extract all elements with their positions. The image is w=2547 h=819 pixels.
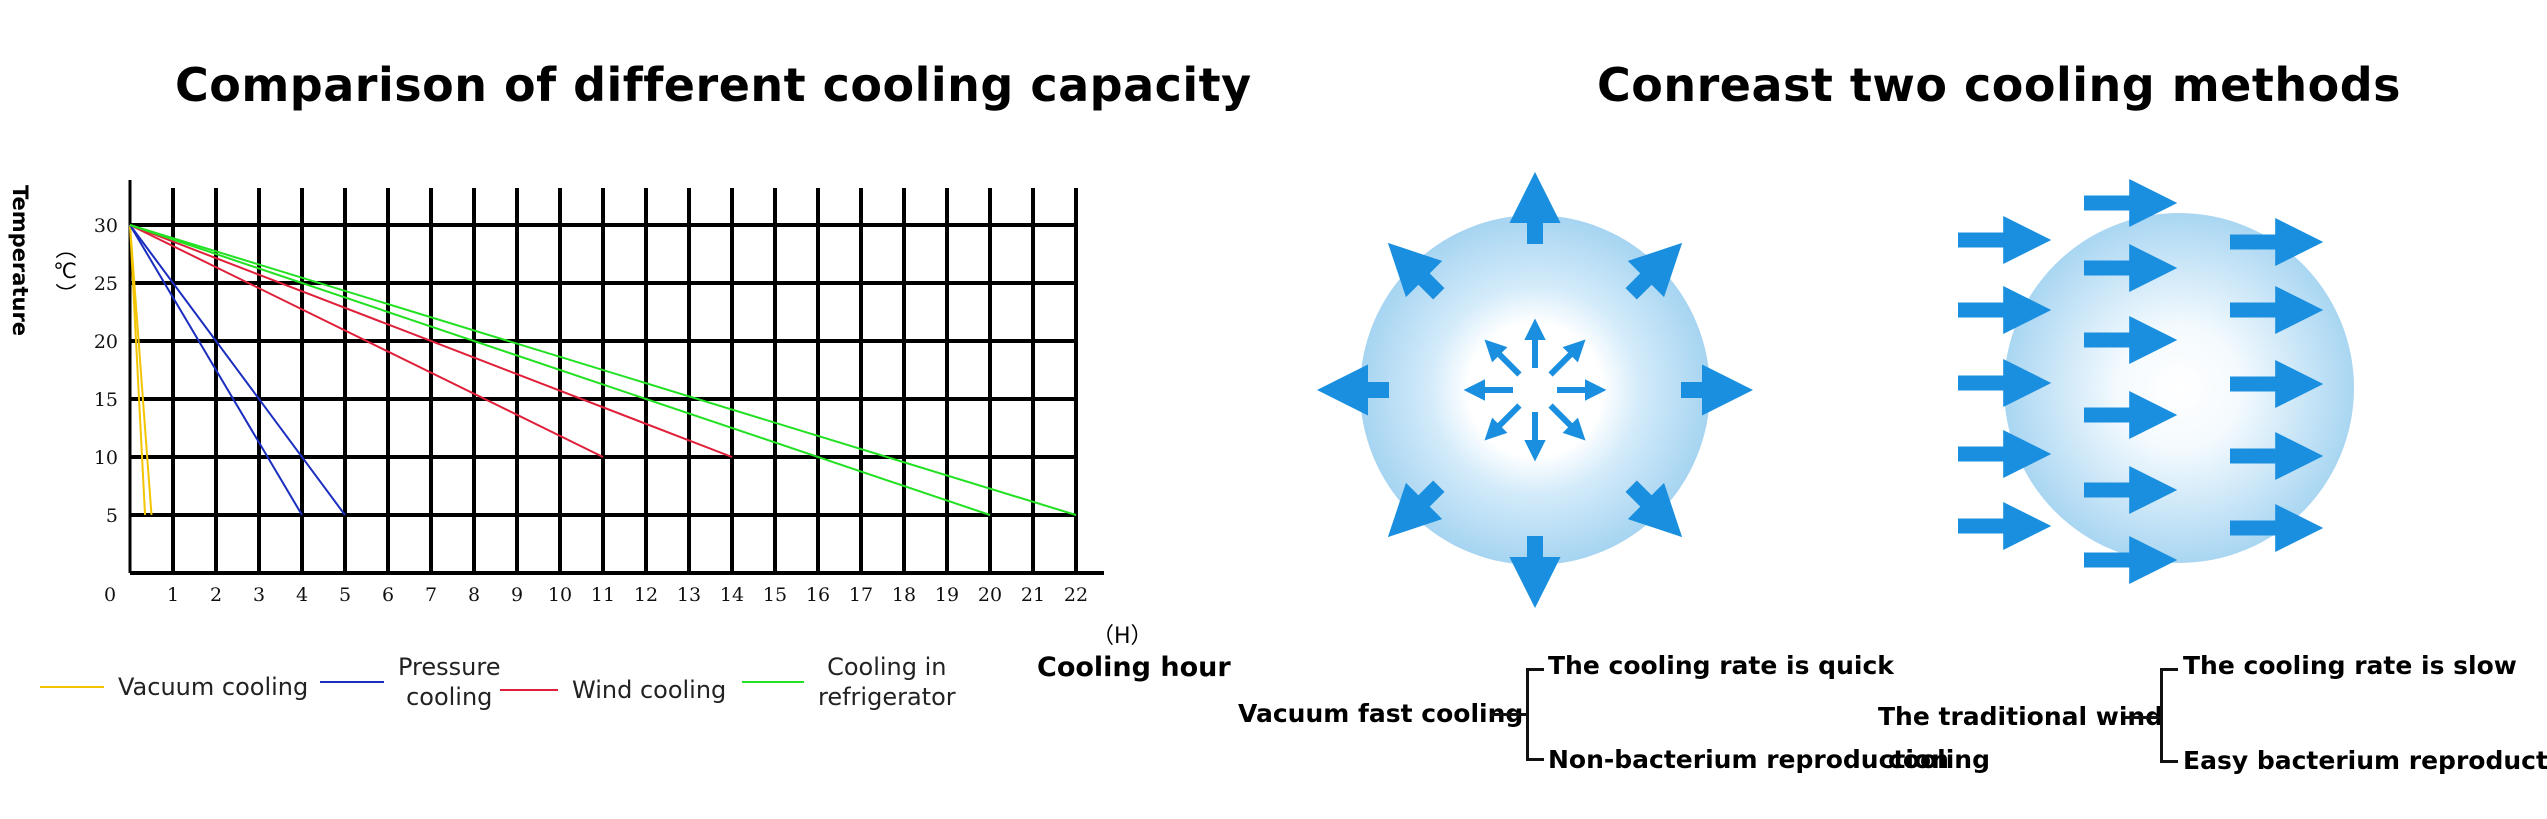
chart-grid [128,180,1104,575]
legend-label-pressure: Pressure cooling [398,652,500,712]
x-tick-label: 20 [978,584,1002,606]
inner-arrow [1484,403,1522,441]
legend-swatch-vacuum [40,686,104,688]
x-tick-label: 15 [763,584,787,606]
x-tick-labels: 0 1 2 3 4 5 6 7 8 9 10 11 12 13 14 15 16 17 18 19 20 21 22 [104,584,1088,606]
right-diagram-title: Conreast two cooling methods [1597,58,2401,112]
traditional-method-name-line2: cooling [1888,745,1991,774]
vacuum-bracket-bottom [1526,758,1544,761]
x-tick-label: 4 [296,584,308,606]
y-axis-unit: （℃） [53,238,77,304]
chart-series [129,224,1077,516]
series-line-vacuum-cooling [129,224,153,516]
y-tick-labels: 5 10 15 20 25 30 [94,215,118,527]
legend-pressure: Pressure cooling [320,652,500,712]
inner-arrow [1548,339,1586,377]
x-tick-label: 5 [339,584,351,606]
legend-swatch-wind [500,689,558,691]
vacuum-connector [1490,713,1528,716]
vacuum-point-1: The cooling rate is quick [1548,651,1894,680]
x-tick-label: 1 [167,584,179,606]
series-line-cooling-in-refrigerator [129,224,1077,516]
y-tick-label: 20 [94,331,118,353]
y-tick-label: 15 [94,389,118,411]
outward-arrow [1387,242,1445,300]
x-tick-label: 16 [806,584,830,606]
legend-label-vacuum: Vacuum cooling [118,673,309,701]
x-tick-label: 19 [935,584,959,606]
y-tick-label: 25 [94,273,118,295]
traditional-point-1: The cooling rate is slow [2183,651,2517,680]
x-axis-label: Cooling hour [1037,652,1231,683]
legend-label-refrigerator-line1: Cooling in [827,653,947,681]
legend-label-pressure-line2: cooling [406,683,493,711]
series-line-wind-cooling [129,224,733,458]
left-chart-title: Comparison of different cooling capacity [175,58,1252,112]
legend-label-refrigerator-line2: refrigerator [818,683,956,711]
series-line-vacuum-cooling [129,224,147,516]
y-tick-label: 5 [106,505,118,527]
legend-wind: Wind cooling [500,675,726,705]
x-tick-label: 17 [849,584,873,606]
x-tick-label: 9 [511,584,523,606]
legend-label-wind: Wind cooling [572,676,727,704]
legend-label-refrigerator: Cooling in refrigerator [818,652,956,712]
wind-arrows [1958,178,2324,585]
series-line-pressure-cooling [129,224,303,516]
inner-arrow [1548,403,1586,441]
x-tick-label: 6 [382,584,394,606]
x-tick-label: 18 [892,584,916,606]
x-tick-label: 21 [1021,584,1045,606]
x-axis-unit: （H） [1092,624,1153,649]
outward-arrow [1625,242,1683,300]
traditional-bracket [2160,668,2163,762]
series-line-cooling-in-refrigerator [129,224,991,516]
traditional-connector [2124,716,2162,719]
y-tick-label: 30 [94,215,118,237]
vacuum-bracket [1526,668,1529,760]
x-tick-label: 3 [253,584,265,606]
traditional-bracket-bottom [2160,760,2178,763]
legend-swatch-refrigerator [742,681,804,683]
legend-vacuum: Vacuum cooling [40,672,308,702]
vacuum-bracket-top [1526,668,1544,671]
traditional-method-name-line1: The traditional wind [1878,702,2164,731]
x-tick-label: 8 [468,584,480,606]
outward-arrow [1625,480,1683,538]
vacuum-outward-arrows [1316,171,1754,609]
x-tick-label: 2 [210,584,222,606]
x-tick-label: 7 [425,584,437,606]
outward-arrow [1387,480,1445,538]
x-tick-label: 11 [591,584,615,606]
legend-swatch-pressure [320,681,384,683]
x-tick-label: 12 [634,584,658,606]
traditional-point-2: Easy bacterium reproduction [2183,746,2547,775]
vacuum-method-name: Vacuum fast cooling [1238,699,1524,728]
vacuum-sphere [1360,215,1710,565]
series-line-pressure-cooling [129,224,346,516]
y-tick-label: 10 [94,447,118,469]
x-tick-label: 22 [1064,584,1088,606]
x-tick-label: 14 [720,584,744,606]
wind-sphere [2004,213,2354,563]
legend-label-pressure-line1: Pressure [398,653,501,681]
cooling-chart: 0 1 2 3 4 5 6 7 8 9 10 11 12 13 14 15 16 17 18 19 20 21 22 510… [94,180,1104,606]
vacuum-point-2: Non-bacterium reproduction [1548,745,1949,774]
x-tick-label: 0 [104,584,116,606]
vacuum-inner-arrows [1463,318,1607,462]
y-axis-label: Temperature [8,185,32,337]
traditional-bracket-top [2160,668,2178,671]
cooling-methods-diagram [1316,171,2354,609]
series-line-wind-cooling [129,224,604,458]
inner-arrow [1484,339,1522,377]
x-tick-label: 10 [548,584,572,606]
legend-refrigerator: Cooling in refrigerator [742,652,956,712]
x-tick-label: 13 [677,584,701,606]
